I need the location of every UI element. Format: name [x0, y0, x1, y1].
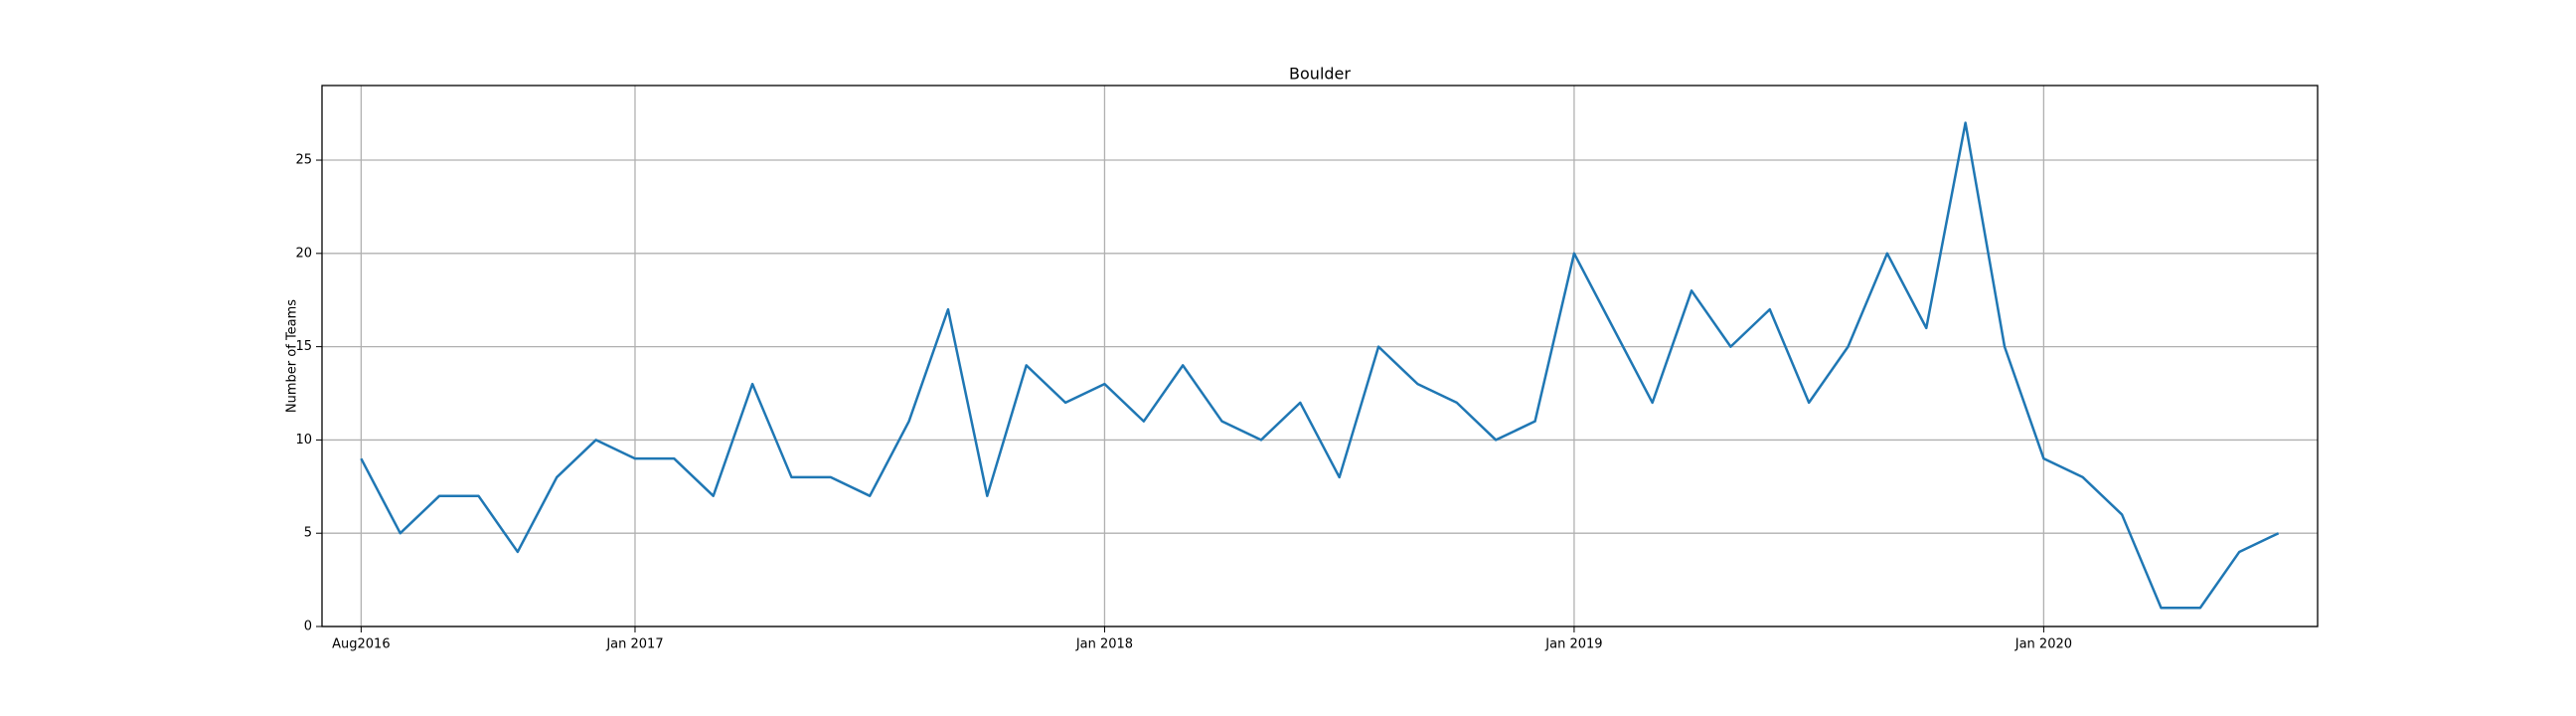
x-tick-label: Jan 2017: [605, 637, 663, 652]
y-tick-label: 20: [295, 246, 312, 261]
y-tick-label: 10: [295, 433, 312, 448]
x-tick-label: Jan 2018: [1075, 637, 1133, 652]
y-axis-label: Number of Teams: [285, 299, 300, 413]
x-tick-label: Jan 2019: [1544, 637, 1602, 652]
x-tick-label: Aug2016: [332, 637, 390, 652]
plot-frame: [321, 85, 2319, 627]
chart-title: Boulder: [1289, 65, 1351, 84]
x-tick-label: Jan 2020: [2014, 637, 2072, 652]
y-tick-label: 25: [295, 153, 312, 168]
y-tick-label: 15: [295, 339, 312, 354]
y-tick-label: 0: [304, 620, 312, 634]
y-tick-label: 5: [304, 526, 312, 541]
data-line: [360, 121, 2280, 610]
